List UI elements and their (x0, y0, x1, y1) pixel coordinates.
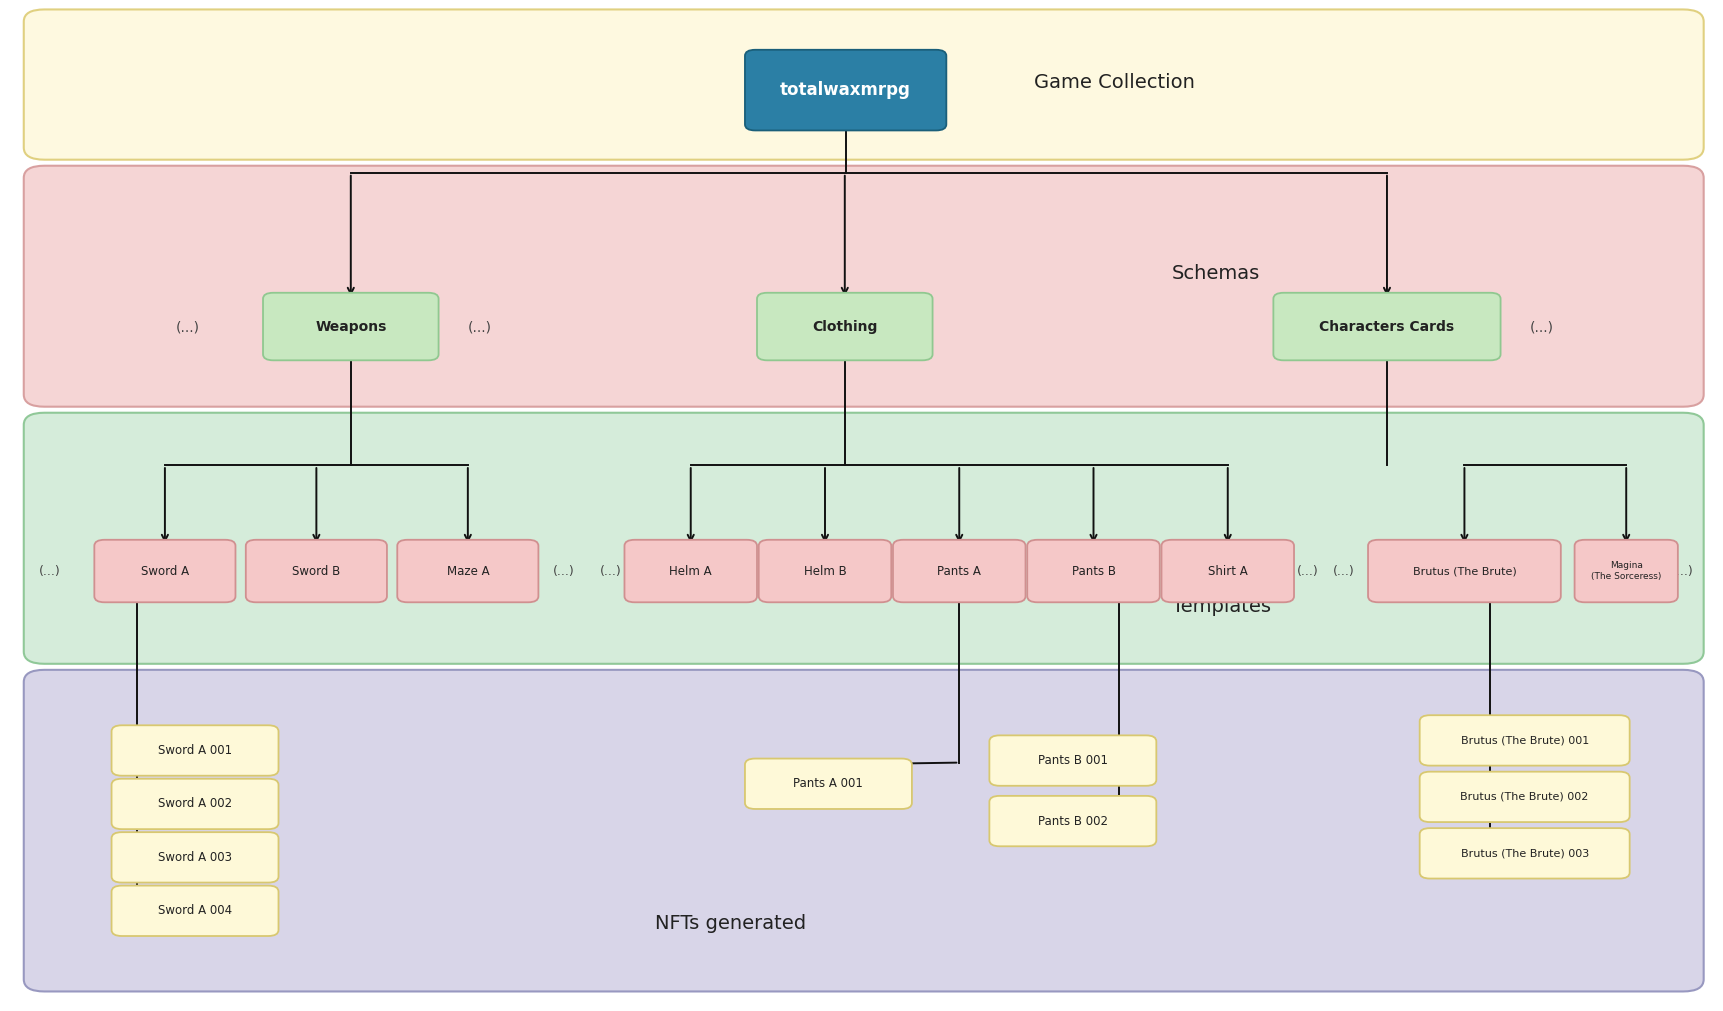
Text: Sword A 002: Sword A 002 (159, 798, 233, 811)
Text: (...): (...) (38, 564, 60, 577)
Text: Sword A 004: Sword A 004 (159, 904, 233, 917)
Text: Maze A: Maze A (446, 564, 489, 577)
Text: Templates: Templates (1172, 596, 1270, 616)
FancyBboxPatch shape (758, 540, 891, 603)
FancyBboxPatch shape (989, 796, 1156, 846)
Text: Brutus (The Brute) 001: Brutus (The Brute) 001 (1459, 735, 1589, 745)
Text: Helm B: Helm B (803, 564, 846, 577)
Text: Helm A: Helm A (669, 564, 712, 577)
FancyBboxPatch shape (1418, 828, 1628, 879)
Text: Brutus (The Brute): Brutus (The Brute) (1411, 566, 1516, 576)
FancyBboxPatch shape (989, 735, 1156, 786)
Text: Pants A 001: Pants A 001 (793, 777, 863, 791)
Text: (...): (...) (1332, 564, 1354, 577)
Text: Magina
(The Sorceress): Magina (The Sorceress) (1590, 561, 1661, 580)
Text: Clothing: Clothing (812, 319, 877, 334)
FancyBboxPatch shape (246, 540, 386, 603)
Text: (...): (...) (553, 564, 575, 577)
Text: Sword B: Sword B (293, 564, 341, 577)
Text: Characters Cards: Characters Cards (1318, 319, 1454, 334)
FancyBboxPatch shape (24, 9, 1702, 160)
Text: (...): (...) (1528, 320, 1552, 334)
FancyBboxPatch shape (1161, 540, 1294, 603)
Text: Shirt A: Shirt A (1208, 564, 1247, 577)
Text: Game Collection: Game Collection (1034, 73, 1194, 92)
FancyBboxPatch shape (112, 832, 279, 883)
FancyBboxPatch shape (624, 540, 756, 603)
FancyBboxPatch shape (744, 758, 911, 809)
FancyBboxPatch shape (1418, 771, 1628, 822)
Text: (...): (...) (467, 320, 491, 334)
FancyBboxPatch shape (756, 293, 932, 360)
Text: Brutus (The Brute) 003: Brutus (The Brute) 003 (1459, 848, 1589, 858)
Text: (...): (...) (176, 320, 200, 334)
Text: Sword A 003: Sword A 003 (159, 851, 233, 863)
FancyBboxPatch shape (1273, 293, 1499, 360)
Text: Sword A 001: Sword A 001 (159, 744, 233, 757)
Text: totalwaxmrpg: totalwaxmrpg (781, 81, 910, 99)
FancyBboxPatch shape (1418, 715, 1628, 765)
FancyBboxPatch shape (893, 540, 1025, 603)
Text: (...): (...) (1296, 564, 1318, 577)
FancyBboxPatch shape (744, 50, 946, 130)
FancyBboxPatch shape (24, 412, 1702, 664)
FancyBboxPatch shape (1368, 540, 1559, 603)
FancyBboxPatch shape (112, 725, 279, 775)
FancyBboxPatch shape (112, 886, 279, 936)
FancyBboxPatch shape (1027, 540, 1160, 603)
FancyBboxPatch shape (112, 778, 279, 829)
Text: Sword A: Sword A (141, 564, 190, 577)
Text: Pants B: Pants B (1072, 564, 1115, 577)
FancyBboxPatch shape (24, 670, 1702, 992)
FancyBboxPatch shape (95, 540, 236, 603)
FancyBboxPatch shape (264, 293, 438, 360)
Text: Pants B 001: Pants B 001 (1037, 754, 1108, 767)
Text: (...): (...) (600, 564, 622, 577)
Text: Schemas: Schemas (1172, 264, 1260, 283)
FancyBboxPatch shape (1573, 540, 1676, 603)
Text: Pants A: Pants A (937, 564, 980, 577)
Text: Weapons: Weapons (315, 319, 386, 334)
Text: Pants B 002: Pants B 002 (1037, 815, 1108, 828)
Text: NFTs generated: NFTs generated (655, 914, 806, 933)
Text: (...): (...) (1671, 564, 1694, 577)
Text: Brutus (The Brute) 002: Brutus (The Brute) 002 (1459, 792, 1589, 802)
FancyBboxPatch shape (396, 540, 538, 603)
FancyBboxPatch shape (24, 166, 1702, 406)
